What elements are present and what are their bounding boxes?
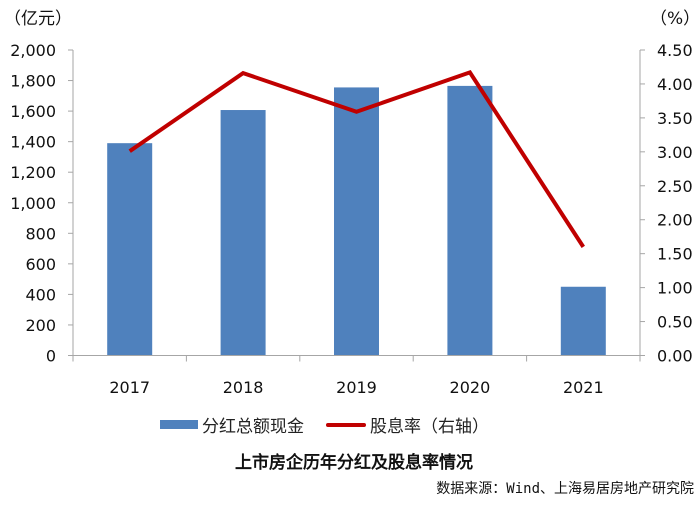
svg-text:0.00: 0.00 xyxy=(657,347,693,366)
svg-text:3.00: 3.00 xyxy=(657,143,693,162)
legend-line-label: 股息率（右轴） xyxy=(370,417,489,437)
svg-text:800: 800 xyxy=(25,224,56,243)
bar-2020 xyxy=(447,85,493,356)
svg-text:200: 200 xyxy=(25,316,56,335)
bar-swatch-icon xyxy=(160,420,198,429)
x-axis-labels: 2017 2018 2019 2020 2021 xyxy=(109,378,603,397)
svg-text:0: 0 xyxy=(46,347,56,366)
right-axis-unit: （%） xyxy=(650,9,700,29)
svg-text:600: 600 xyxy=(25,255,56,274)
left-axis-ticks: 0 200 400 600 800 1,000 1,200 1,400 1,600 1,800 2,… xyxy=(10,41,73,366)
legend-item-bar: 分红总额现金 xyxy=(160,412,304,437)
svg-text:1,800: 1,800 xyxy=(10,72,56,91)
svg-text:2018: 2018 xyxy=(223,378,264,397)
svg-text:2021: 2021 xyxy=(563,378,604,397)
bar-series xyxy=(107,85,606,356)
bar-2017 xyxy=(107,143,153,356)
bar-2018 xyxy=(220,110,266,356)
svg-text:2,000: 2,000 xyxy=(10,41,56,60)
data-source: 数据来源：Wind、上海易居房地产研究院 xyxy=(436,481,694,497)
svg-text:4.00: 4.00 xyxy=(657,75,693,94)
svg-text:1,000: 1,000 xyxy=(10,194,56,213)
svg-text:1.50: 1.50 xyxy=(657,245,693,264)
svg-text:3.50: 3.50 xyxy=(657,109,693,128)
bar-2021 xyxy=(560,286,606,356)
svg-text:2.00: 2.00 xyxy=(657,211,693,230)
axes xyxy=(68,50,645,362)
left-axis-unit: （亿元） xyxy=(4,9,72,29)
svg-text:1,200: 1,200 xyxy=(10,163,56,182)
svg-text:0.50: 0.50 xyxy=(657,313,693,332)
svg-text:4.50: 4.50 xyxy=(657,41,693,60)
bar-2019 xyxy=(334,87,379,356)
svg-text:2017: 2017 xyxy=(109,378,150,397)
svg-text:2019: 2019 xyxy=(336,378,377,397)
svg-text:1,400: 1,400 xyxy=(10,133,56,152)
svg-text:1,600: 1,600 xyxy=(10,102,56,121)
chart-title: 上市房企历年分红及股息率情况 xyxy=(235,453,473,473)
svg-text:400: 400 xyxy=(25,285,56,304)
legend: 分红总额现金 股息率（右轴） xyxy=(160,412,511,437)
svg-text:2.50: 2.50 xyxy=(657,177,693,196)
svg-text:1.00: 1.00 xyxy=(657,279,693,298)
right-axis-ticks: 0.00 0.50 1.00 1.50 2.00 2.50 3.00 3.50 4.00 4.50 xyxy=(640,41,693,366)
line-swatch-icon xyxy=(326,422,366,427)
line-series xyxy=(128,69,585,248)
legend-bar-label: 分红总额现金 xyxy=(202,417,304,437)
svg-text:2020: 2020 xyxy=(450,378,491,397)
combo-chart: 0 200 400 600 800 1,000 1,200 1,400 1,600 1,800 2,… xyxy=(4,9,700,397)
legend-item-line: 股息率（右轴） xyxy=(326,412,489,437)
